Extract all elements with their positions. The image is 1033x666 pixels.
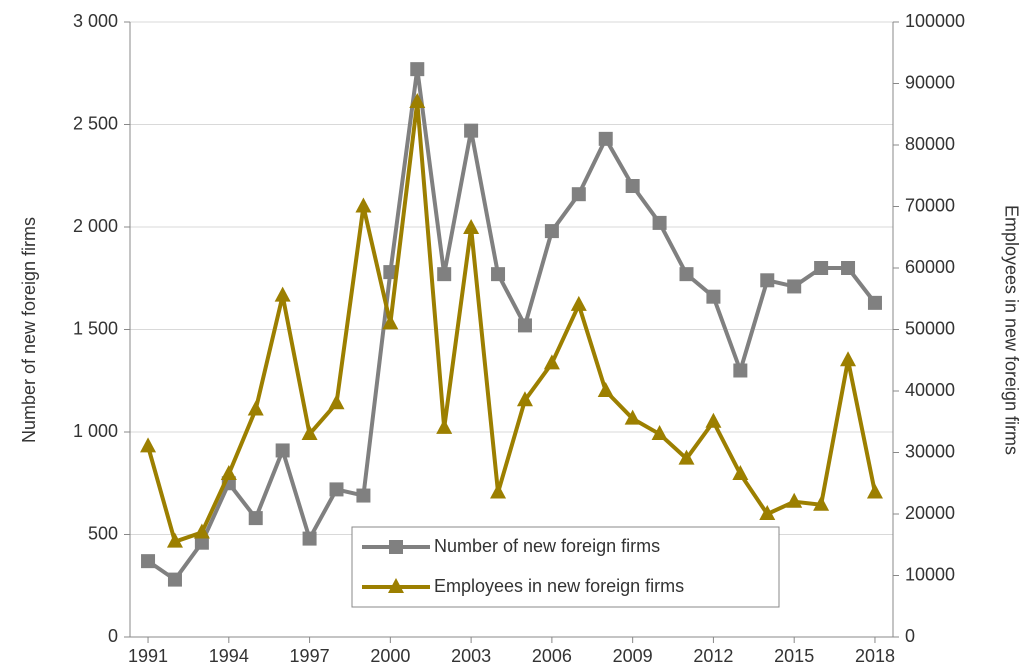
marker: [301, 425, 318, 441]
marker: [437, 267, 452, 282]
y-tick-label: 0: [108, 626, 118, 646]
marker: [570, 295, 587, 311]
marker: [409, 92, 426, 108]
marker: [248, 511, 263, 526]
marker: [383, 265, 398, 280]
y2-tick-label: 80000: [905, 134, 955, 154]
y2-tick-label: 70000: [905, 195, 955, 215]
x-tick-label: 2000: [370, 646, 410, 666]
marker: [543, 354, 560, 370]
marker: [302, 531, 317, 546]
marker: [247, 400, 264, 416]
marker: [141, 554, 156, 569]
marker: [274, 286, 291, 302]
marker: [436, 418, 453, 434]
marker: [759, 505, 776, 520]
marker: [517, 318, 532, 333]
y2-tick-label: 10000: [905, 564, 955, 584]
marker: [760, 273, 775, 288]
marker: [597, 382, 614, 397]
marker: [463, 219, 480, 235]
y2-tick-label: 30000: [905, 441, 955, 461]
marker: [328, 394, 345, 410]
marker: [410, 62, 425, 77]
marker: [491, 267, 506, 282]
marker: [382, 314, 399, 330]
marker: [194, 535, 209, 550]
marker: [867, 295, 882, 310]
marker: [787, 279, 802, 294]
x-tick-label: 1991: [128, 646, 168, 666]
marker: [652, 215, 667, 230]
marker: [329, 482, 344, 497]
marker: [140, 437, 157, 453]
y-tick-label: 2 000: [73, 216, 118, 236]
x-tick-label: 2006: [532, 646, 572, 666]
y-tick-label: 2 500: [73, 113, 118, 133]
marker: [733, 363, 748, 378]
y2-tick-label: 40000: [905, 380, 955, 400]
marker: [706, 289, 721, 304]
y2-tick-label: 60000: [905, 257, 955, 277]
marker: [786, 492, 803, 508]
marker: [679, 267, 694, 282]
y2-tick-label: 100000: [905, 11, 965, 31]
legend-marker: [388, 578, 404, 593]
marker: [516, 391, 533, 407]
marker: [840, 351, 857, 367]
x-tick-label: 2015: [774, 646, 814, 666]
marker: [166, 532, 183, 548]
marker: [544, 224, 559, 239]
marker: [814, 261, 829, 275]
y2-tick-label: 0: [905, 626, 915, 646]
legend-marker: [389, 540, 403, 554]
legend-label: Number of new foreign firms: [434, 536, 660, 556]
marker: [167, 572, 182, 587]
marker: [732, 465, 749, 481]
marker: [220, 465, 237, 481]
y-tick-label: 1 500: [73, 318, 118, 338]
marker: [705, 412, 722, 428]
marker: [464, 123, 479, 138]
marker: [598, 131, 613, 146]
x-tick-label: 2003: [451, 646, 491, 666]
marker: [355, 197, 372, 213]
marker: [356, 488, 371, 503]
y-axis-label: Number of new foreign firms: [19, 217, 39, 443]
y-tick-label: 1 000: [73, 421, 118, 441]
y2-tick-label: 20000: [905, 503, 955, 523]
marker: [651, 425, 668, 441]
x-tick-label: 2012: [693, 646, 733, 666]
marker: [193, 523, 210, 539]
x-tick-label: 2018: [855, 646, 895, 666]
y2-axis-label: Employees in new foreign firms: [1001, 205, 1021, 455]
y-tick-label: 3 000: [73, 11, 118, 31]
y-tick-label: 500: [88, 523, 118, 543]
legend-label: Employees in new foreign firms: [434, 576, 684, 596]
x-tick-label: 1997: [290, 646, 330, 666]
series-line: [146, 67, 877, 582]
marker: [841, 261, 856, 275]
legend-box: [351, 526, 780, 608]
x-tick-label: 1994: [209, 646, 249, 666]
marker: [571, 187, 586, 202]
marker: [625, 179, 640, 193]
y2-tick-label: 90000: [905, 72, 955, 92]
marker: [678, 449, 695, 465]
marker: [624, 409, 641, 425]
marker: [813, 495, 830, 511]
marker: [275, 443, 290, 458]
series-line: [146, 99, 877, 544]
marker: [490, 483, 507, 499]
marker: [866, 483, 883, 499]
y2-tick-label: 50000: [905, 318, 955, 338]
x-tick-label: 2009: [613, 646, 653, 666]
